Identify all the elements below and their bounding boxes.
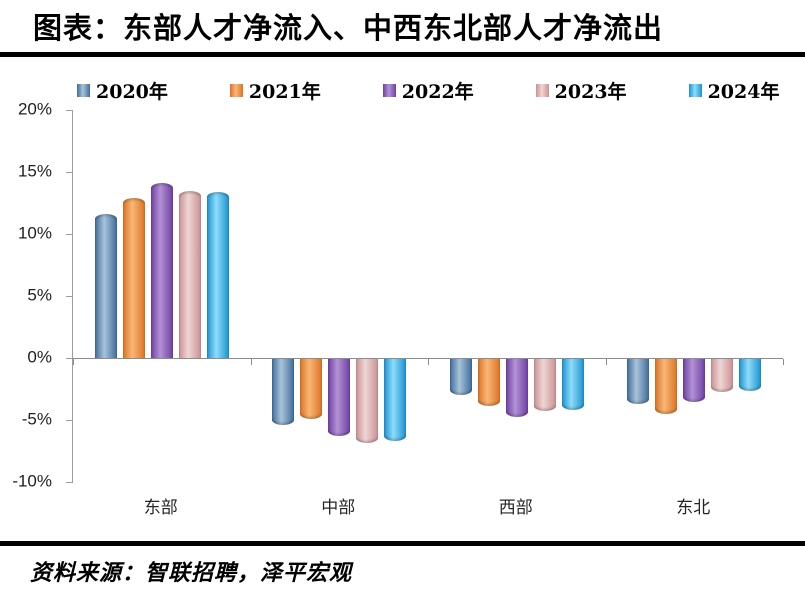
chart-legend: 2020年 2021年 2022年 2023年 2024年 <box>77 77 779 104</box>
legend-label: 2020年 <box>96 81 168 103</box>
bar-西部-2022年 <box>505 359 528 418</box>
legend-label: 2024年 <box>707 81 780 103</box>
x-axis-baseline <box>73 358 783 359</box>
y-axis-tick-label: 20% <box>17 99 52 119</box>
category-label-东部: 东部 <box>143 498 178 518</box>
bar-东部-2024年 <box>206 191 229 358</box>
bar-东北-2024年 <box>739 359 762 392</box>
legend-swatch-icon <box>535 84 549 97</box>
y-axis-tick <box>66 420 73 421</box>
legend-label: 2021年 <box>248 81 321 103</box>
legend-label: 2023年 <box>554 81 627 103</box>
bar-西部-2023年 <box>533 359 556 412</box>
y-axis-tick <box>66 482 73 483</box>
y-axis-tick <box>66 110 73 111</box>
y-axis-tick <box>66 234 73 235</box>
x-axis-tick <box>250 359 252 365</box>
legend-item-2022年: 2022年 <box>382 77 474 104</box>
y-axis-tick-label: 10% <box>17 223 52 243</box>
bar-中部-2024年 <box>384 359 407 441</box>
title-divider-rule <box>0 52 805 57</box>
legend-swatch-icon <box>382 84 396 97</box>
category-label-东北: 东北 <box>676 498 711 518</box>
source-note: 资料来源：智联招聘，泽平宏观 <box>30 560 353 586</box>
y-axis-tick-label: 15% <box>17 161 52 181</box>
bar-中部-2022年 <box>328 359 351 436</box>
legend-swatch-icon <box>688 84 702 97</box>
category-label-中部: 中部 <box>321 498 356 518</box>
x-axis-tick <box>428 359 429 365</box>
category-label-西部: 西部 <box>498 498 533 518</box>
chart-title: 图表：东部人才净流入、中西东北部人才净流出 <box>33 11 664 45</box>
legend-item-2020年: 2020年 <box>77 77 168 104</box>
bar-西部-2021年 <box>477 359 500 407</box>
bar-西部-2020年 <box>449 359 472 395</box>
bar-中部-2023年 <box>356 359 379 444</box>
bar-东北-2021年 <box>655 359 678 414</box>
legend-item-2023年: 2023年 <box>535 77 627 104</box>
legend-item-2021年: 2021年 <box>229 77 321 104</box>
bar-中部-2021年 <box>300 359 323 419</box>
y-axis-tick <box>66 358 73 359</box>
plot-area <box>66 110 784 483</box>
bar-东部-2022年 <box>150 183 173 358</box>
x-axis-tick <box>73 359 74 365</box>
y-axis-tick-label: -10% <box>12 471 52 491</box>
bar-西部-2024年 <box>561 359 584 410</box>
x-axis-tick <box>783 359 784 365</box>
y-axis-tick-label: 5% <box>27 285 52 305</box>
y-axis-tick-label: 0% <box>27 347 52 367</box>
bar-东北-2023年 <box>711 359 734 393</box>
legend-label: 2022年 <box>401 81 474 103</box>
bar-东部-2021年 <box>122 198 145 358</box>
bar-东部-2020年 <box>94 214 117 358</box>
bar-东北-2020年 <box>627 359 650 404</box>
legend-swatch-icon <box>77 84 90 97</box>
x-axis-tick <box>605 359 607 365</box>
y-axis-tick-label: -5% <box>21 409 52 429</box>
bar-东部-2023年 <box>178 190 201 358</box>
legend-swatch-icon <box>229 84 243 97</box>
legend-item-2024年: 2024年 <box>688 77 780 104</box>
source-divider-rule <box>0 541 805 546</box>
y-axis-tick <box>66 296 73 297</box>
bar-东北-2022年 <box>683 359 706 403</box>
y-axis-tick <box>66 172 73 173</box>
bar-中部-2020年 <box>272 359 295 425</box>
y-axis-labels: 20% 15% 10% 5% 0% -5% -10% <box>0 100 66 491</box>
